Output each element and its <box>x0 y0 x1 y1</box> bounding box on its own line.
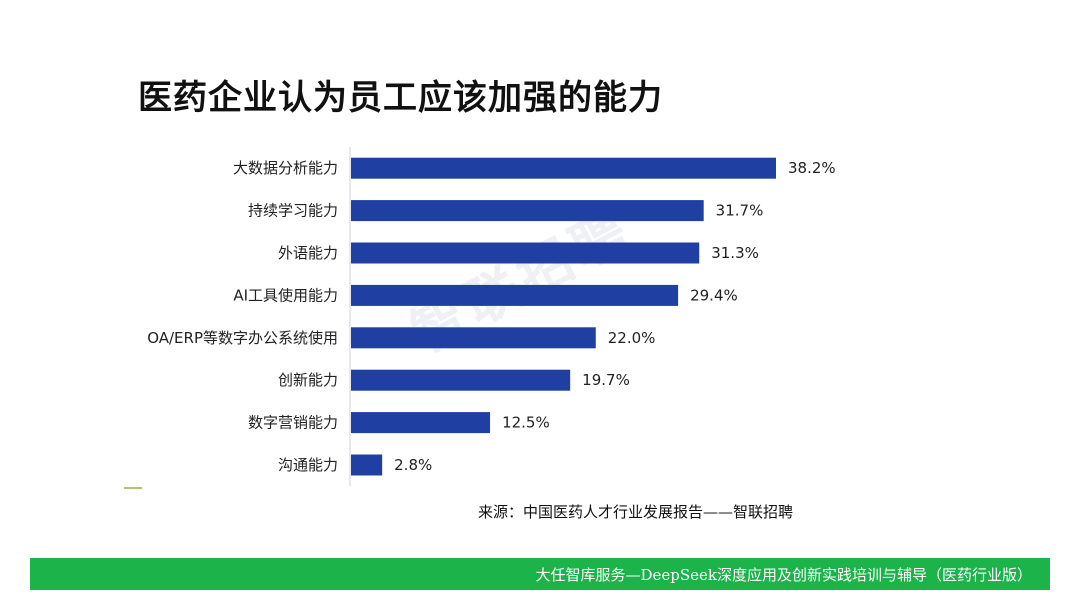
category-label: 创新能力 <box>278 371 338 389</box>
value-label: 31.3% <box>711 244 759 262</box>
bar <box>351 242 700 264</box>
value-label: 31.7% <box>716 202 764 220</box>
bar <box>351 157 776 179</box>
category-label: 持续学习能力 <box>248 202 338 220</box>
footer-text: 大任智库服务—DeepSeek深度应用及创新实践培训与辅导（医药行业版） <box>535 566 1032 584</box>
value-label: 22.0% <box>608 329 656 347</box>
bar <box>351 412 491 434</box>
bar <box>351 454 383 476</box>
bar <box>351 327 596 349</box>
category-label: AI工具使用能力 <box>233 286 338 304</box>
bar <box>351 284 679 306</box>
footer-bar: 大任智库服务—DeepSeek深度应用及创新实践培训与辅导（医药行业版） <box>30 558 1050 590</box>
value-label: 19.7% <box>582 371 630 389</box>
chart-title: 医药企业认为员工应该加强的能力 <box>138 78 663 118</box>
value-label: 38.2% <box>788 159 836 177</box>
value-label: 12.5% <box>502 414 550 432</box>
category-label: 大数据分析能力 <box>233 159 338 177</box>
bar <box>351 369 571 391</box>
category-label: 外语能力 <box>278 244 338 262</box>
source-note: 来源：中国医药人才行业发展报告——智联招聘 <box>478 503 794 521</box>
value-label: 29.4% <box>690 286 738 304</box>
decorative-dash <box>124 487 142 489</box>
value-label: 2.8% <box>394 456 432 474</box>
bar <box>351 200 704 222</box>
category-label: 数字营销能力 <box>248 414 338 432</box>
category-label: 沟通能力 <box>278 456 338 474</box>
category-label: OA/ERP等数字办公系统使用 <box>147 329 338 347</box>
bar-chart: 大数据分析能力 38.2% 持续学习能力 31.7% 外语能力 31.3% AI工具使用能力… <box>147 147 836 487</box>
